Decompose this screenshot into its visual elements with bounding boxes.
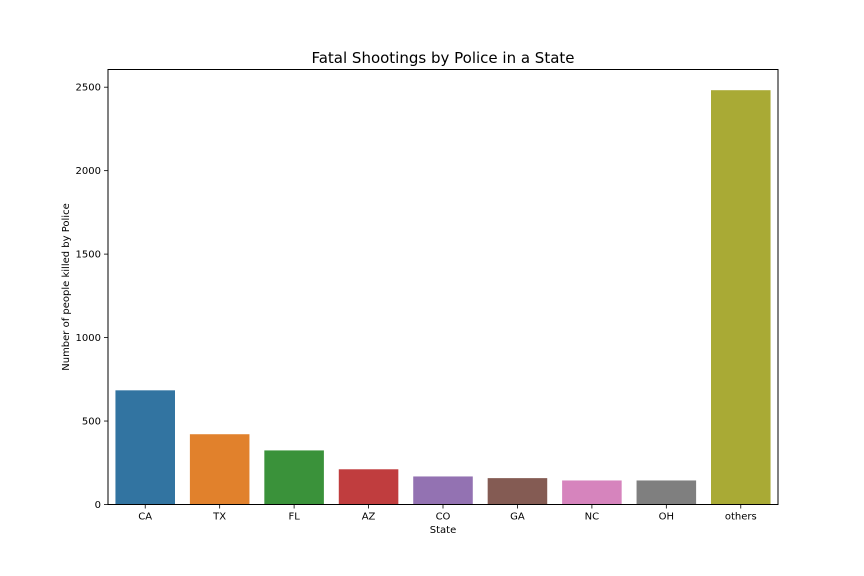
x-tick-label: CA	[138, 512, 152, 523]
bar-co	[413, 476, 473, 505]
x-ticks-group: CA TX FL AZ CO GA NC OH others	[138, 504, 757, 523]
x-tick-label: others	[725, 512, 757, 523]
y-tick-label: 2500	[76, 83, 101, 94]
bar-ga	[487, 478, 548, 505]
y-ticks-group: 0 500 1000 1500 2000 2500	[76, 83, 108, 511]
x-axis-label: State	[430, 525, 456, 536]
x-tick-label: GA	[510, 512, 525, 523]
bar-tx	[189, 434, 250, 505]
x-tick-label: NC	[585, 512, 599, 523]
x-tick-label: FL	[288, 512, 300, 523]
y-axis-label: Number of people killed by Police	[61, 203, 72, 371]
x-tick-label: AZ	[362, 512, 376, 523]
y-tick-label: 500	[82, 417, 101, 428]
bar-others	[711, 90, 771, 505]
bar-ca	[115, 390, 175, 505]
plot-frame	[107, 69, 779, 505]
x-tick-label: OH	[659, 512, 674, 523]
bars-group	[115, 90, 771, 505]
chart-title: Fatal Shootings by Police in a State	[311, 49, 574, 67]
y-tick-label: 1000	[76, 333, 101, 344]
x-tick-label: CO	[436, 512, 451, 523]
y-tick-label: 0	[95, 500, 101, 511]
bar-nc	[562, 480, 622, 505]
bar-oh	[636, 480, 697, 505]
bar-az	[338, 469, 399, 505]
x-tick-label: TX	[212, 512, 226, 523]
bar-fl	[264, 450, 324, 505]
y-tick-label: 2000	[76, 166, 101, 177]
y-tick-label: 1500	[76, 250, 101, 261]
